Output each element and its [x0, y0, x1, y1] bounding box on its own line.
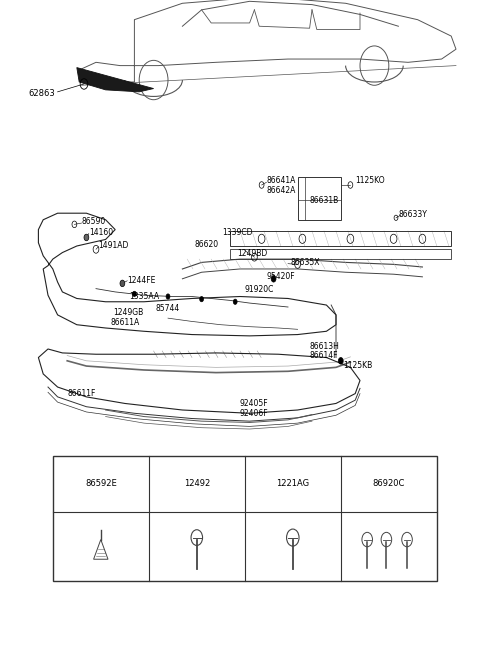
- Text: 1339CD: 1339CD: [222, 228, 252, 237]
- Text: 86611F: 86611F: [67, 389, 96, 398]
- Text: 91920C: 91920C: [245, 285, 274, 295]
- Polygon shape: [77, 68, 154, 92]
- Bar: [298, 177, 341, 220]
- Text: 86642A: 86642A: [266, 186, 296, 195]
- Text: 14160: 14160: [89, 228, 113, 237]
- Circle shape: [338, 358, 343, 364]
- Circle shape: [120, 280, 125, 287]
- Text: 12492: 12492: [184, 479, 210, 488]
- Text: 95420F: 95420F: [266, 272, 295, 281]
- Text: 86641A: 86641A: [266, 176, 296, 185]
- Text: 1125KO: 1125KO: [355, 176, 385, 185]
- Text: 86592E: 86592E: [85, 479, 117, 488]
- Text: 1125KB: 1125KB: [343, 361, 372, 370]
- Bar: [53, 456, 437, 581]
- Text: 1244FE: 1244FE: [127, 276, 156, 285]
- Text: 86620: 86620: [194, 239, 218, 249]
- Text: 85744: 85744: [156, 304, 180, 313]
- Text: 1491AD: 1491AD: [98, 241, 129, 250]
- Text: 1335AA: 1335AA: [130, 292, 160, 301]
- Text: 92406F: 92406F: [240, 409, 269, 418]
- Text: 86635X: 86635X: [290, 258, 320, 267]
- Text: 92405F: 92405F: [240, 399, 269, 408]
- Text: 86614F: 86614F: [310, 351, 338, 360]
- Circle shape: [271, 276, 276, 282]
- Text: 86613H: 86613H: [310, 342, 339, 351]
- Circle shape: [166, 294, 170, 299]
- Circle shape: [84, 234, 89, 241]
- Text: 86920C: 86920C: [372, 479, 405, 488]
- Text: 62863: 62863: [29, 89, 56, 98]
- Circle shape: [200, 297, 204, 302]
- Text: 86590: 86590: [82, 217, 106, 226]
- Circle shape: [132, 291, 136, 297]
- Text: 1249GB: 1249GB: [113, 308, 143, 318]
- Text: 1249BD: 1249BD: [238, 249, 268, 258]
- Circle shape: [233, 299, 237, 304]
- Text: 86631B: 86631B: [310, 195, 339, 205]
- Text: 86633Y: 86633Y: [398, 210, 427, 219]
- Text: 1221AG: 1221AG: [276, 479, 310, 488]
- Text: 86611A: 86611A: [110, 318, 140, 327]
